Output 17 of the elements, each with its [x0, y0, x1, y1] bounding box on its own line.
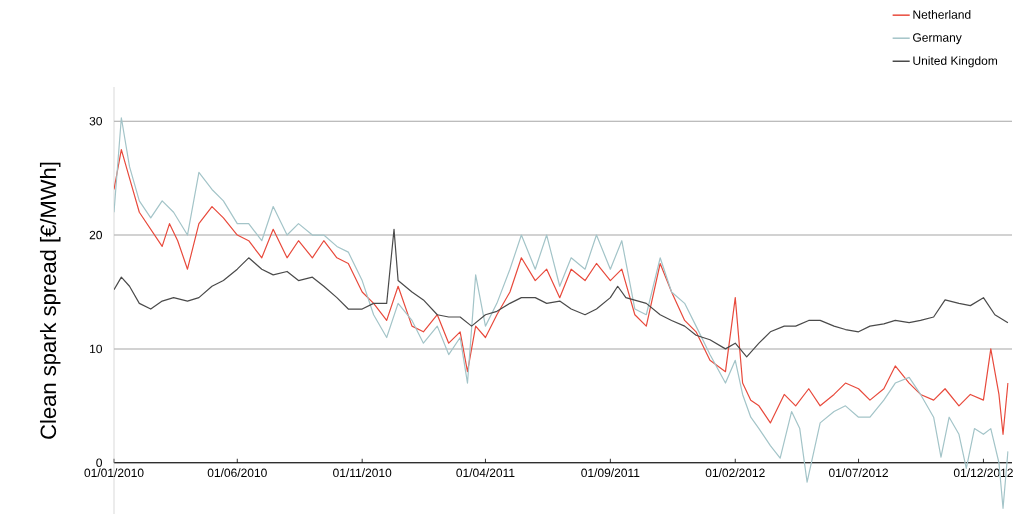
- x-tick-label: 01/07/2012: [828, 468, 888, 478]
- y-tick-label: 0: [96, 458, 103, 467]
- y-axis-title: Clean spark spread [€/MWh]: [39, 162, 61, 439]
- x-tick-label: 01/04/2011: [456, 468, 515, 478]
- x-tick-label: 01/09/2011: [581, 468, 640, 478]
- line-series: [114, 228, 1009, 358]
- x-tick-label: 01/12/2012: [953, 468, 1013, 478]
- x-tick-label: 01/01/2010: [84, 468, 144, 478]
- y-tick-label: 10: [90, 344, 102, 354]
- x-tick-label: 01/02/2012: [705, 468, 765, 478]
- x-tick-label: 01/06/2010: [207, 468, 267, 478]
- legend-label: Netherland: [913, 10, 971, 19]
- y-tick-label: 20: [89, 230, 102, 240]
- x-tick-label: 01/11/2010: [333, 468, 392, 478]
- legend-label: Germany: [913, 33, 962, 45]
- legend-label: United Kingdom: [913, 56, 998, 68]
- y-tick-label: 30: [89, 116, 102, 126]
